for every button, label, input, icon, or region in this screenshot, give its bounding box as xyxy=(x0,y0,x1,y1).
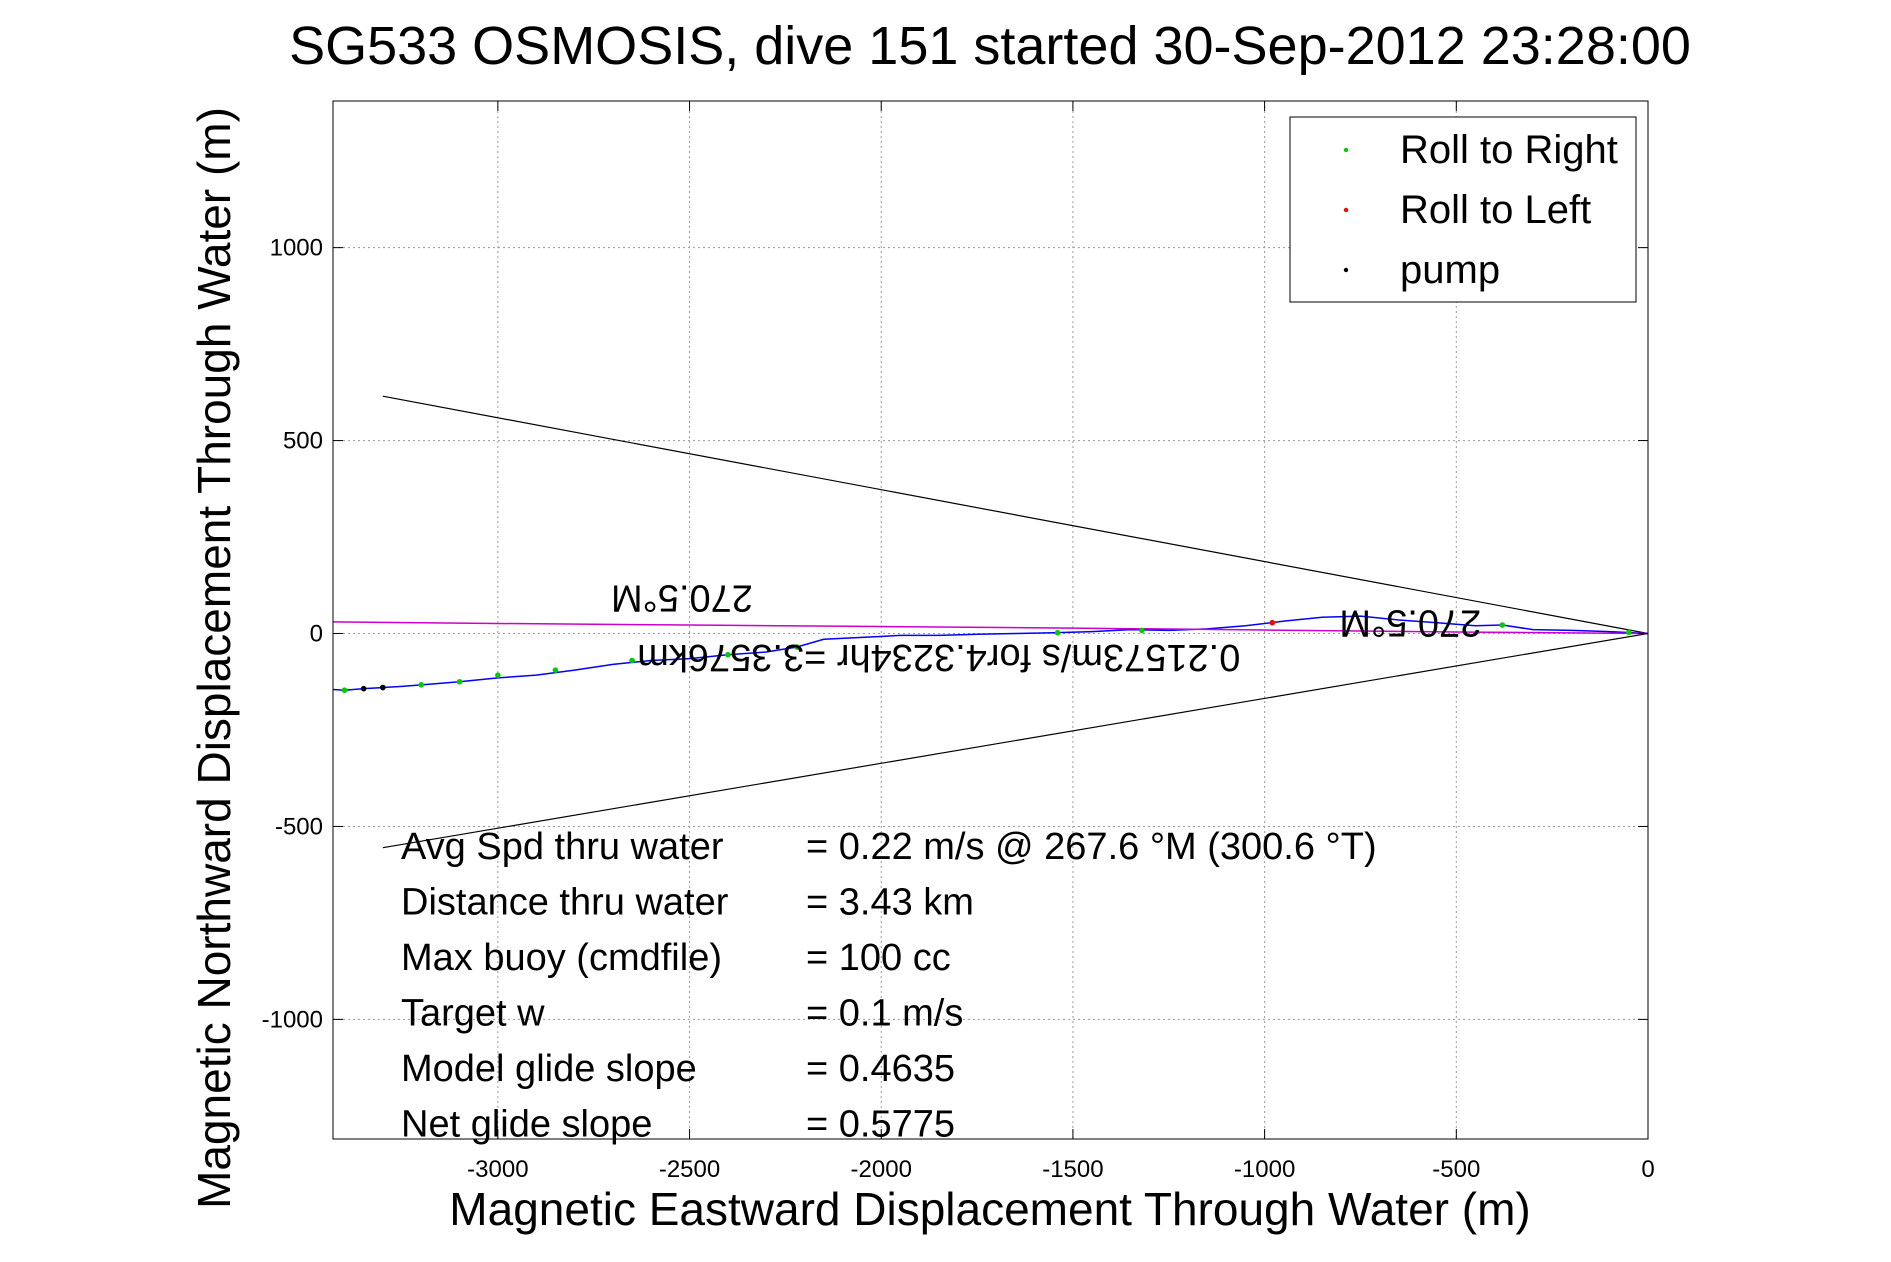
y-tick-label: 1000 xyxy=(270,235,323,262)
y-axis-label: Magnetic Northward Displacement Through … xyxy=(188,107,240,1209)
x-tick-label: -1500 xyxy=(1042,1156,1103,1183)
data-series xyxy=(332,615,1649,691)
roll-right-marker xyxy=(725,651,731,658)
cone-lines xyxy=(382,395,1649,849)
roll-right-marker xyxy=(456,678,463,685)
annotation-label: 270.5°M xyxy=(611,576,753,618)
roll-right-marker xyxy=(794,644,800,650)
roll-left-marker xyxy=(1269,619,1276,626)
stats-block: Avg Spd thru water = 0.22 m/s @ 267.6 °M … xyxy=(401,826,1377,1146)
stat-value: = 100 cc xyxy=(806,937,951,979)
roll-right-marker xyxy=(1054,629,1061,636)
plot-frame xyxy=(332,100,1649,1140)
annotation-label: 0.21573m/s for4.3234hr =3.3576km xyxy=(637,636,1240,678)
stat-value: = 0.5775 xyxy=(806,1104,955,1146)
stat-value: = 0.22 m/s @ 267.6 °M (300.6 °T) xyxy=(806,826,1377,868)
cone-line xyxy=(382,632,1649,849)
roll-right-marker xyxy=(1499,622,1506,628)
annotation-label: 270.5°M xyxy=(1339,601,1481,643)
x-axis-label: Magnetic Eastward Displacement Through W… xyxy=(449,1183,1530,1235)
stat-label: Net glide slope xyxy=(401,1104,652,1146)
stat-label: Max buoy (cmdfile) xyxy=(401,937,722,979)
stat-label: Distance thru water xyxy=(401,882,729,924)
x-tick-label: -2500 xyxy=(659,1156,720,1183)
stat-label: Model glide slope xyxy=(401,1048,697,1090)
legend-entry: Roll to Right xyxy=(1400,128,1618,172)
legend-entry: pump xyxy=(1400,248,1500,292)
data-markers xyxy=(341,619,1632,694)
x-tick-label: -1000 xyxy=(1234,1156,1295,1183)
roll-right-marker xyxy=(552,667,559,673)
roll-right-marker xyxy=(418,682,424,688)
y-tick-label: -500 xyxy=(275,813,323,840)
x-tick-label: -2000 xyxy=(851,1156,912,1183)
y-tick-label: 0 xyxy=(310,621,323,648)
cone-line xyxy=(382,395,1649,635)
roll-right-marker xyxy=(341,687,348,694)
roll-right-marker xyxy=(629,657,635,664)
y-tick-label: 500 xyxy=(283,428,323,455)
legend-marker xyxy=(1343,267,1349,273)
stat-label: Avg Spd thru water xyxy=(401,826,724,868)
y-tick-label: -1000 xyxy=(262,1006,323,1033)
x-tick-label: -500 xyxy=(1432,1156,1480,1183)
heading-line xyxy=(332,621,1649,635)
x-axis-ticks: -3000 -2500 -2000 -1500 -1000 -500 0 xyxy=(467,101,1655,1183)
pump-marker xyxy=(380,684,386,691)
chart-title: SG533 OSMOSIS, dive 151 started 30-Sep-2… xyxy=(289,16,1691,76)
x-tick-label: -3000 xyxy=(467,1156,528,1183)
roll-right-marker xyxy=(495,672,501,678)
legend-marker xyxy=(1343,207,1349,213)
roll-right-marker xyxy=(1139,627,1145,634)
legend-entry: Roll to Left xyxy=(1400,188,1591,232)
x-tick-label: 0 xyxy=(1641,1156,1654,1183)
roll-right-marker xyxy=(1626,629,1632,636)
legend: Roll to Right Roll to Left pump xyxy=(1289,116,1637,303)
stat-value: = 0.4635 xyxy=(806,1048,955,1090)
stat-value: = 3.43 km xyxy=(806,882,974,924)
track-line xyxy=(332,615,1649,691)
legend-marker xyxy=(1343,147,1349,153)
stat-label: Target w xyxy=(401,993,545,1035)
y-axis-ticks: -1000 -500 0 500 1000 xyxy=(262,235,1648,1033)
pump-marker xyxy=(360,685,367,692)
plot-annotations: 270.5°M 270.5°M 0.21573m/s for4.3234hr =3.… xyxy=(611,576,1481,678)
stat-value: = 0.1 m/s xyxy=(806,993,963,1035)
